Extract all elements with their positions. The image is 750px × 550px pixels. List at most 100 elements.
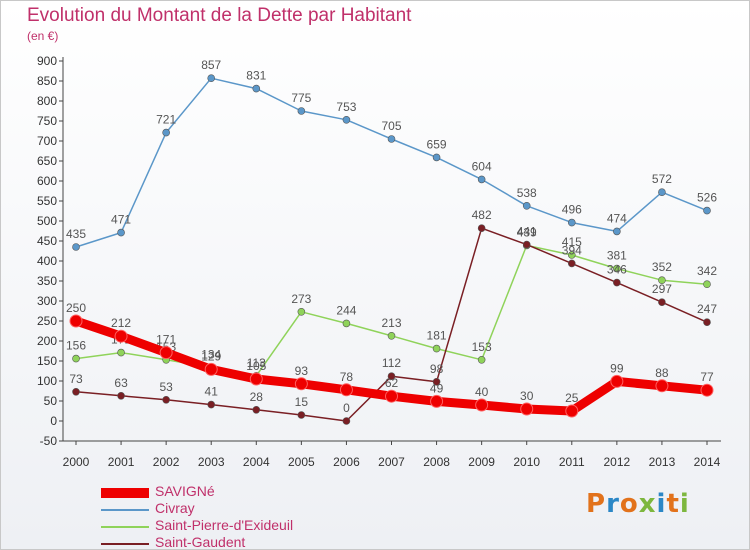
data-label: 30 — [520, 389, 534, 403]
x-tick-label: 2006 — [333, 455, 360, 469]
x-tick-label: 2013 — [649, 455, 676, 469]
data-point — [72, 387, 80, 396]
x-tick-label: 2002 — [153, 455, 180, 469]
x-tick-label: 2001 — [108, 455, 135, 469]
data-point — [658, 188, 666, 196]
data-point — [294, 377, 308, 391]
data-label: 113 — [247, 356, 266, 370]
data-point — [655, 379, 669, 393]
data-point — [114, 329, 128, 343]
data-point — [252, 84, 261, 93]
y-tick-label: 0 — [50, 414, 57, 428]
data-label: 41 — [205, 385, 219, 399]
y-tick-label: 250 — [37, 314, 57, 328]
data-point — [565, 404, 579, 418]
data-label: 15 — [295, 395, 309, 409]
data-label: 381 — [607, 249, 627, 263]
y-tick-label: 50 — [44, 394, 58, 408]
data-point — [207, 400, 216, 409]
data-label: 40 — [475, 385, 489, 399]
x-tick-label: 2008 — [423, 455, 450, 469]
data-point — [385, 389, 398, 403]
data-label: 604 — [472, 159, 492, 173]
legend-label: Civray — [155, 500, 195, 516]
data-label: 496 — [562, 203, 582, 217]
data-label: 63 — [114, 376, 128, 390]
legend-label: Saint-Pierre-d'Exideuil — [155, 517, 294, 533]
data-label: 705 — [381, 119, 401, 133]
legend-swatch — [101, 543, 149, 545]
y-tick-label: 550 — [37, 194, 57, 208]
data-label: 474 — [607, 211, 627, 225]
data-point — [700, 383, 714, 397]
data-label: 857 — [201, 58, 221, 72]
x-tick-label: 2007 — [378, 455, 405, 469]
x-tick-label: 2012 — [604, 455, 631, 469]
data-label: 659 — [427, 137, 447, 151]
legend-label: Saint-Gaudent — [155, 534, 246, 550]
legend-swatch — [101, 526, 149, 528]
data-point — [610, 374, 624, 388]
data-label: 105 — [246, 359, 266, 373]
data-label: 88 — [655, 366, 669, 380]
data-point — [252, 405, 261, 414]
legend-swatch — [101, 488, 149, 498]
data-point — [117, 348, 125, 357]
data-label: 526 — [697, 191, 717, 205]
data-label: 112 — [382, 356, 401, 370]
x-tick-label: 2009 — [468, 455, 495, 469]
data-label: 342 — [697, 264, 717, 278]
data-label: 482 — [472, 208, 492, 222]
data-point — [658, 298, 666, 307]
data-label: 435 — [66, 227, 86, 241]
data-point — [204, 362, 218, 376]
x-tick-label: 2014 — [694, 455, 721, 469]
data-label: 213 — [381, 316, 401, 330]
x-tick-label: 2004 — [243, 455, 270, 469]
y-tick-label: 650 — [37, 154, 57, 168]
data-label: 181 — [427, 329, 447, 343]
chart-unit: (en €) — [27, 29, 59, 43]
y-tick-label: 450 — [37, 234, 57, 248]
proxiti-logo: Proxiti — [586, 489, 690, 519]
data-label: 346 — [607, 263, 627, 277]
data-label: 471 — [111, 213, 131, 227]
x-tick-label: 2010 — [513, 455, 540, 469]
data-point — [117, 228, 125, 237]
data-label: 572 — [652, 172, 672, 186]
data-label: 352 — [652, 260, 672, 274]
data-point — [69, 314, 83, 328]
data-point — [658, 276, 666, 285]
data-point — [613, 264, 621, 273]
data-label: 439 — [517, 225, 537, 239]
data-point — [703, 318, 711, 327]
x-tick-label: 2011 — [559, 455, 585, 469]
data-point — [339, 383, 353, 397]
y-tick-label: 200 — [37, 334, 57, 348]
data-label: 78 — [340, 370, 354, 384]
data-point — [567, 259, 576, 268]
data-label: 250 — [66, 301, 86, 315]
y-tick-label: 800 — [37, 94, 57, 108]
data-point — [613, 227, 621, 236]
data-label: 273 — [291, 292, 311, 306]
data-label: 98 — [430, 362, 444, 376]
x-tick-label: 2003 — [198, 455, 225, 469]
data-point — [342, 417, 351, 425]
data-point — [432, 377, 441, 386]
data-label: 28 — [250, 390, 264, 404]
data-label: 156 — [66, 339, 86, 353]
data-point — [703, 206, 711, 215]
data-label: 129 — [201, 349, 221, 363]
data-label: 441 — [517, 225, 537, 239]
data-point — [522, 202, 531, 210]
data-point — [162, 128, 170, 137]
data-label: 53 — [159, 380, 173, 394]
data-point — [475, 398, 489, 412]
data-point — [432, 153, 441, 162]
data-point — [159, 346, 173, 360]
data-label: 247 — [697, 302, 717, 316]
data-point — [207, 74, 216, 82]
